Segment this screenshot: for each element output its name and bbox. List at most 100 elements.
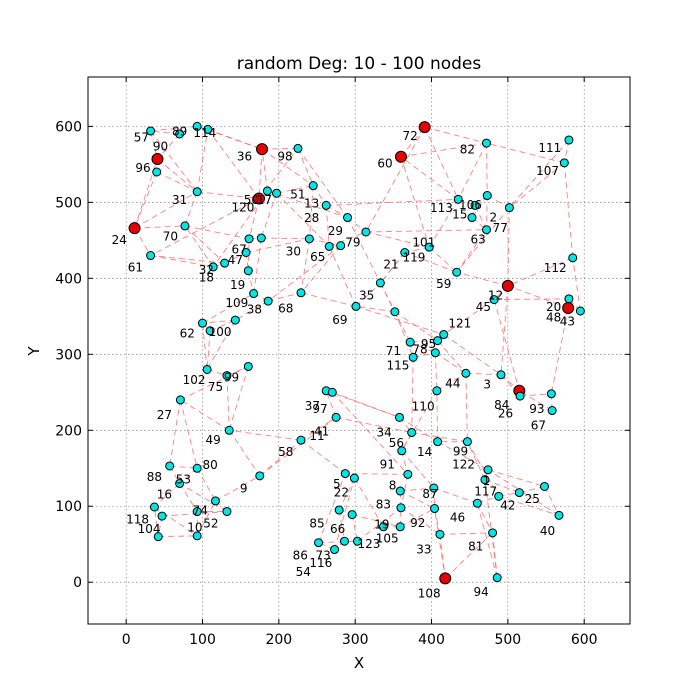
graph-node: [390, 307, 400, 317]
node-label: 36: [237, 150, 252, 164]
graph-edge: [134, 225, 185, 229]
node-label: 116: [309, 556, 332, 570]
graph-node: [339, 536, 349, 546]
node-label: 68: [278, 302, 293, 316]
node-label: 18: [199, 270, 214, 284]
graph-edge: [326, 198, 459, 206]
node-label: 56: [389, 436, 404, 450]
graph-node: [480, 475, 490, 485]
node-label: 3: [483, 377, 491, 391]
graph-edge: [380, 252, 406, 284]
graph-edge: [365, 126, 426, 233]
graph-edge: [196, 468, 216, 502]
graph-node: [210, 496, 220, 506]
node-label: 50: [244, 193, 259, 207]
node-label: 27: [157, 408, 172, 422]
graph-node: [568, 253, 578, 263]
node-label: 65: [310, 250, 325, 264]
graph-node: [515, 391, 525, 401]
graph-edge: [424, 126, 487, 144]
graph-node: [224, 425, 234, 435]
graph-node: [340, 469, 350, 479]
y-tick-label: 200: [55, 423, 82, 439]
graph-node: [220, 258, 230, 268]
graph-node: [314, 538, 324, 548]
graph-edge: [134, 171, 158, 229]
node-label: 21: [383, 257, 398, 271]
graph-edge: [428, 246, 458, 273]
graph-edge: [345, 473, 408, 475]
graph-node: [575, 306, 585, 316]
graph-edge: [226, 375, 230, 431]
y-axis-label: Y: [25, 346, 43, 357]
graph-edge: [260, 193, 277, 239]
graph-node: [462, 437, 472, 447]
graph-node: [432, 386, 442, 396]
x-tick-label: 300: [342, 632, 369, 648]
node-label: 37: [305, 399, 320, 413]
node-label: 84: [494, 398, 509, 412]
node-label: 80: [203, 458, 218, 472]
graph-node: [378, 522, 388, 532]
graph-edge: [493, 299, 520, 391]
graph-edge: [300, 416, 337, 441]
graph-edge: [157, 158, 198, 193]
plot-frame: [87, 76, 631, 625]
graph-edge: [276, 192, 330, 247]
hub-node: [256, 143, 269, 156]
graph-edge: [465, 373, 468, 442]
y-tick-label: 500: [55, 195, 82, 211]
graph-node: [435, 529, 445, 539]
graph-edge: [268, 292, 302, 302]
graph-node: [243, 266, 253, 276]
node-label: 78: [412, 343, 427, 357]
node-label: 2: [490, 210, 498, 224]
graph-node: [396, 503, 406, 513]
graph-edge: [318, 473, 346, 543]
graph-edge: [433, 487, 478, 504]
graph-edge: [355, 306, 444, 335]
x-tick-label: 400: [418, 632, 445, 648]
graph-node: [343, 213, 353, 223]
graph-edge: [550, 307, 569, 394]
graph-node: [347, 510, 357, 520]
graph-node: [504, 203, 514, 213]
node-label: 81: [468, 539, 483, 553]
graph-edge: [261, 149, 268, 192]
node-label: 58: [278, 445, 293, 459]
graph-edge: [400, 156, 430, 248]
graph-edge: [509, 162, 565, 209]
node-label: 87: [422, 487, 437, 501]
node-label: 95: [421, 337, 436, 351]
graph-edge: [563, 162, 574, 258]
node-label: 75: [208, 380, 223, 394]
graph-edge: [258, 149, 263, 199]
graph-edge: [465, 372, 502, 376]
graph-node: [205, 326, 215, 336]
graph-edge: [154, 483, 180, 508]
node-label: 113: [430, 201, 453, 215]
graph-edge: [179, 483, 198, 512]
graph-edge: [355, 305, 395, 313]
graph-edge: [267, 190, 348, 218]
node-label: 62: [180, 327, 195, 341]
graph-edge: [439, 534, 446, 579]
node-label: 99: [224, 371, 239, 385]
node-label: 121: [448, 317, 471, 331]
graph-node: [192, 463, 202, 473]
graph-node: [192, 121, 202, 131]
graph-node: [492, 573, 502, 583]
graph-node: [394, 412, 404, 422]
graph-node: [241, 247, 251, 257]
graph-node: [149, 502, 159, 512]
graph-edge: [150, 125, 198, 132]
graph-node: [331, 412, 341, 422]
graph-node: [429, 483, 439, 493]
graph-node: [208, 262, 218, 272]
node-label: 119: [403, 251, 426, 265]
graph-edge: [134, 191, 198, 229]
node-label: 22: [334, 485, 349, 499]
graph-edge: [467, 441, 500, 497]
graph-node: [467, 213, 477, 223]
graph-node: [470, 200, 480, 210]
